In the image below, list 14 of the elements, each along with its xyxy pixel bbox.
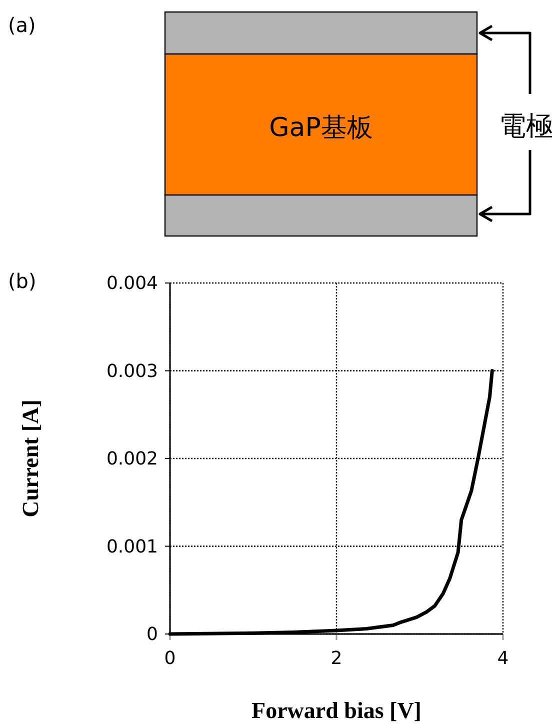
y-axis-title: Current [A]	[18, 400, 43, 518]
text: 電極	[499, 111, 553, 142]
y-tick-label: 0.002	[106, 448, 158, 470]
x-tick-label: 2	[330, 648, 342, 669]
text: (b)	[8, 269, 36, 293]
x-tick-label: 0	[164, 648, 176, 669]
y-tick-label: 0.003	[106, 360, 158, 382]
y-tick-label: 0.001	[106, 536, 158, 558]
x-axis-title: Forward bias [V]	[252, 698, 422, 723]
y-tick-label: 0.004	[106, 273, 158, 294]
text: (a)	[8, 13, 36, 37]
x-tick-label: 4	[497, 648, 509, 669]
y-tick-label: 0	[146, 624, 158, 645]
text: GaP基板	[269, 113, 373, 143]
